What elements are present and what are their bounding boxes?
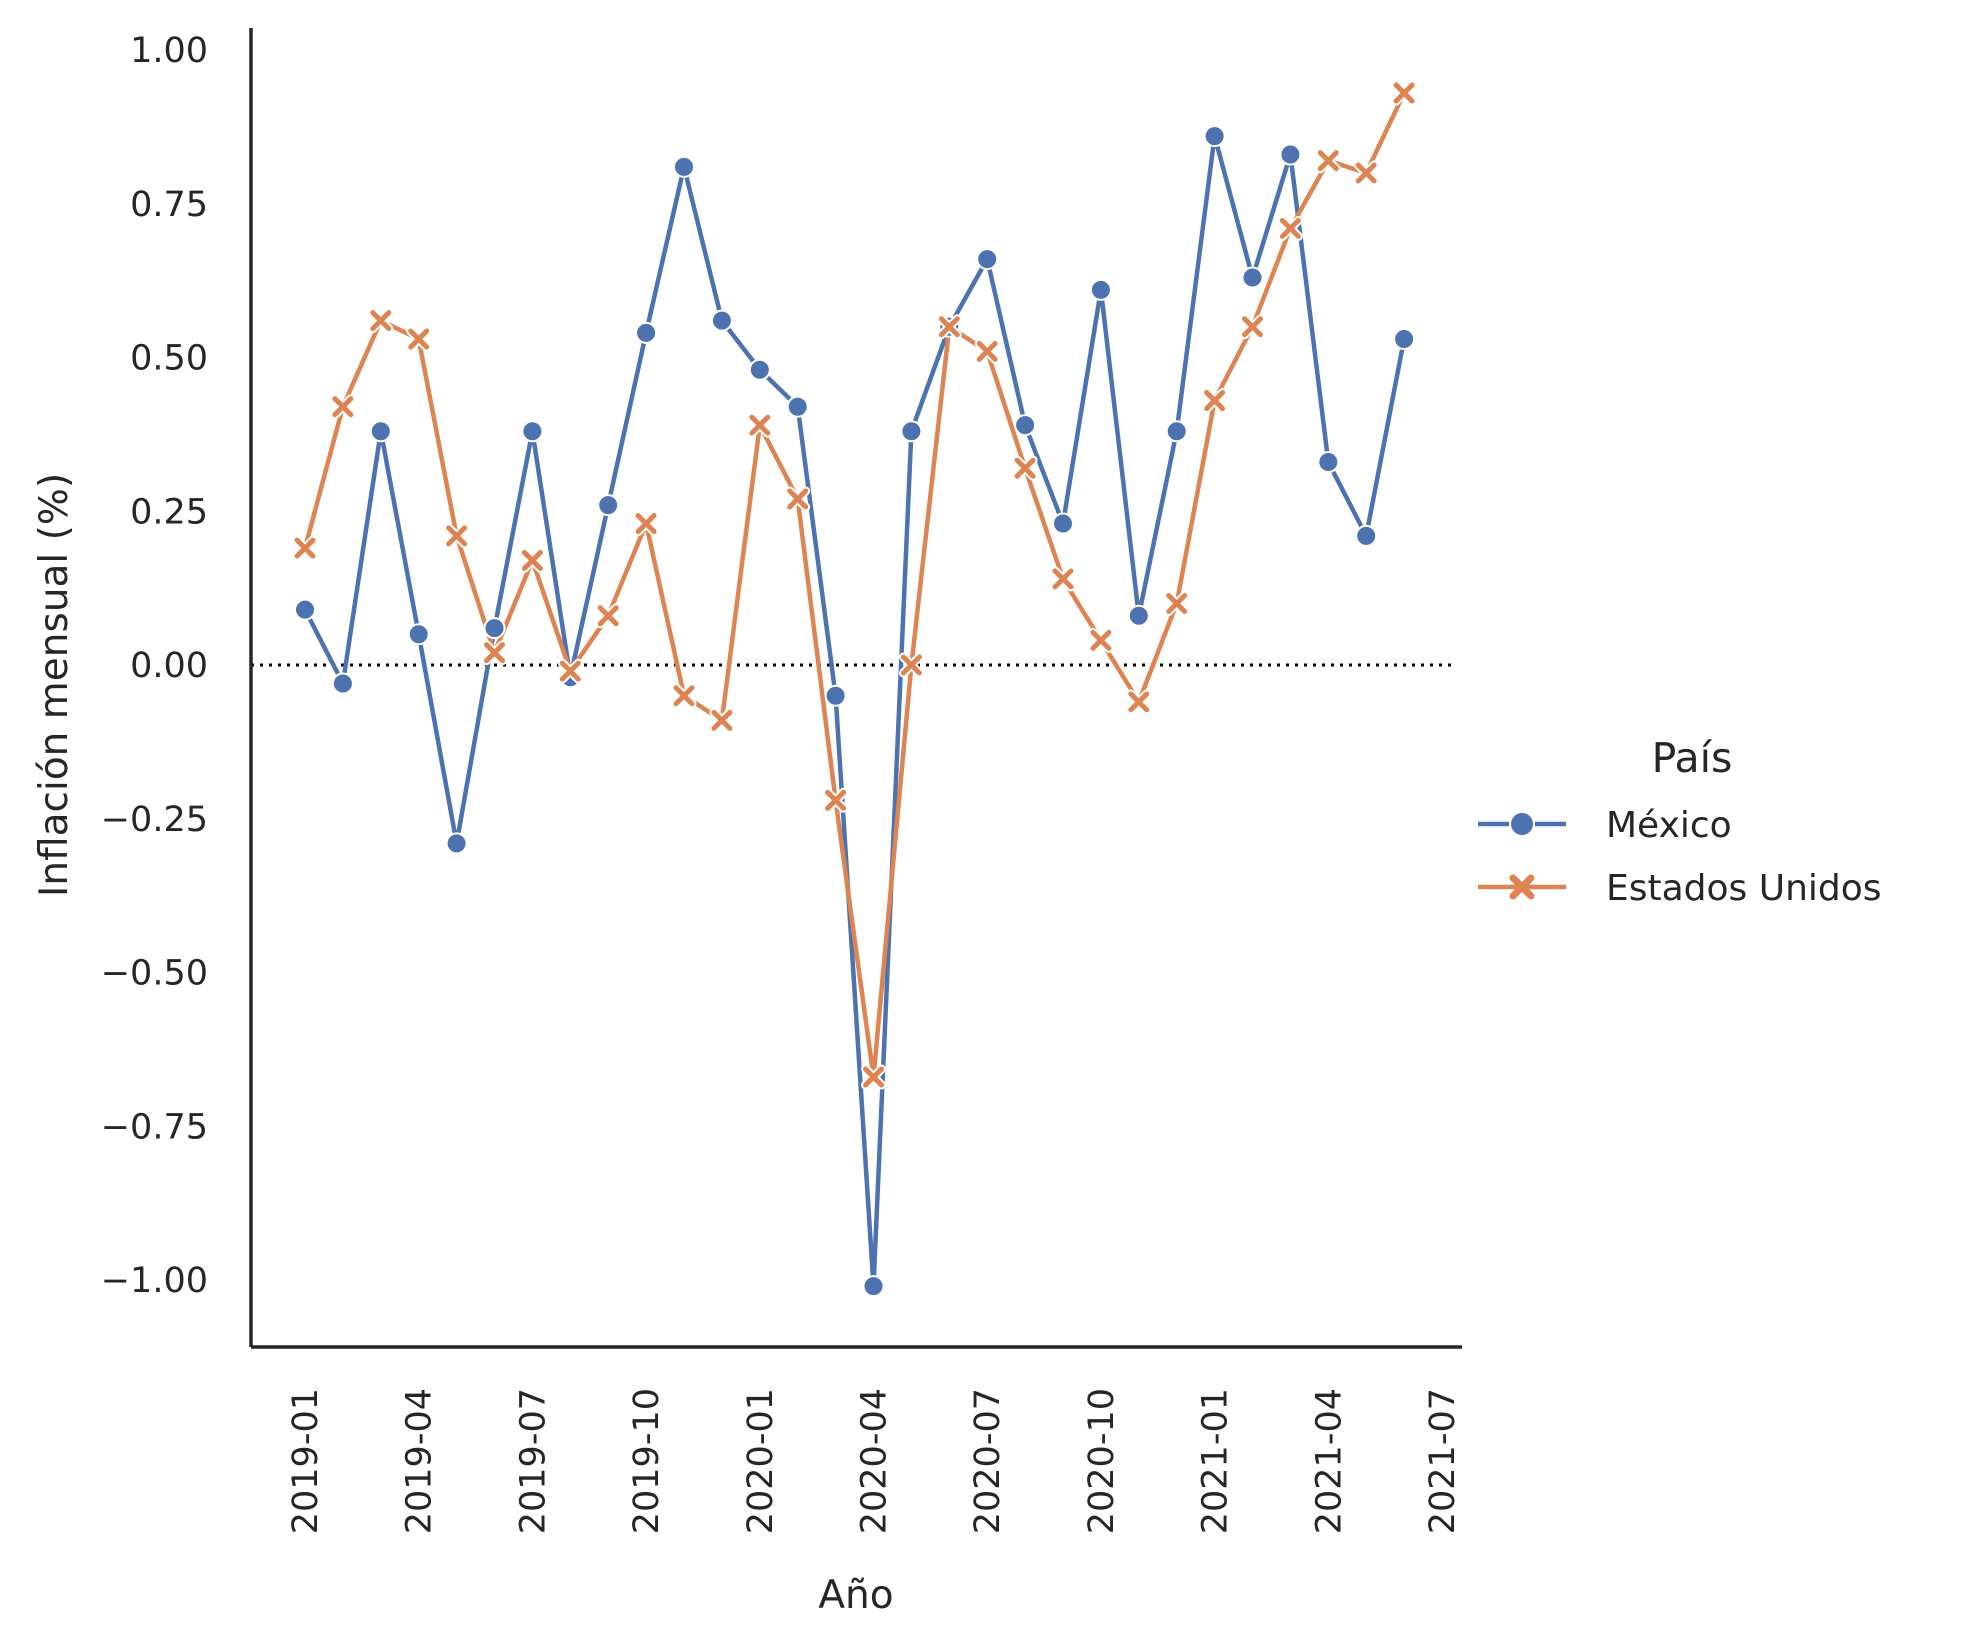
data-point-series-2 [1050,566,1076,592]
data-point-series-1 [1127,604,1150,627]
data-point-series-1 [1241,266,1264,289]
data-point-series-1 [710,309,733,332]
y-tick-label: 0.25 [130,492,208,532]
data-point-series-2 [595,603,621,629]
data-point-series-1 [369,420,392,443]
data-point-series-1 [900,420,923,443]
data-point-series-2 [747,412,773,438]
data-point-series-1 [1393,328,1416,351]
x-tick-labels: 2019-01 2019-04 2019-07 2019-10 2020-01 2020-… [286,1388,1463,1534]
data-point-series-2 [444,523,470,549]
data-point-series-2 [936,314,962,340]
data-point-series-2 [368,308,394,334]
y-tick-label: −0.50 [101,954,208,994]
data-point-series-1 [407,623,430,646]
data-point-series-1 [597,494,620,517]
plot-area [251,80,1455,1298]
y-tick-label: 0.75 [130,185,208,225]
data-point-series-2 [861,1064,886,1090]
data-point-series-1 [1052,512,1074,535]
data-point-series-2 [1277,215,1303,241]
data-point-series-1 [1203,125,1226,148]
data-point-series-2 [482,640,507,666]
legend-item-1: México [1478,805,1732,846]
data-point-series-1 [748,358,771,381]
legend-marker [1509,811,1535,837]
x-tick-label: 2020-10 [1082,1388,1122,1534]
data-point-series-1 [635,321,658,344]
data-point-series-2 [1088,627,1114,653]
data-point-series-1 [521,420,544,443]
series-line-2 [302,92,1407,1080]
data-point-series-2 [1202,388,1228,414]
data-point-series-1 [976,248,999,271]
data-point-series-2 [1315,148,1341,174]
data-point-series-1 [483,617,506,640]
data-point-series-1 [1089,278,1112,301]
data-point-series-1 [1165,420,1188,443]
data-point-series-1 [1355,524,1378,547]
y-tick-label: 0.50 [130,339,208,379]
legend-label: Estados Unidos [1606,868,1882,909]
series-line-1 [302,133,1407,1289]
data-point-series-2 [1353,160,1379,186]
x-tick-label: 2019-07 [513,1388,553,1534]
y-tick-label: −0.75 [101,1107,208,1147]
legend-title: País [1652,734,1733,782]
y-tick-label: 0.00 [130,646,208,686]
legend-label: México [1606,805,1732,846]
x-tick-label: 2021-04 [1309,1388,1349,1534]
data-point-series-1 [862,1275,885,1298]
data-point-series-2 [1126,689,1152,715]
data-point-series-1 [786,395,809,418]
data-point-series-2 [1240,314,1265,340]
data-point-series-2 [633,511,659,537]
legend: País México Estados Unidos [1478,734,1882,909]
x-tick-label: 2021-07 [1423,1388,1463,1534]
data-point-series-2 [709,707,735,733]
axes [249,28,1462,1349]
x-tick-label: 2020-04 [855,1388,895,1534]
legend-item-2: Estados Unidos [1478,868,1882,909]
data-point-series-2 [1391,80,1417,106]
legend-marker [1509,874,1535,900]
data-point-series-2 [785,486,811,512]
data-point-series-2 [1164,591,1190,616]
data-point-series-2 [406,326,432,352]
y-tick-label: −1.00 [101,1261,208,1301]
data-point-series-1 [1317,451,1340,474]
data-point-series-2 [292,535,318,561]
y-tick-label: −0.25 [101,800,208,840]
x-axis-label: Año [818,1573,893,1618]
y-tick-labels: 1.00 0.75 0.50 0.25 0.00 −0.25 −0.50 −0.75 −1.00 [101,31,208,1301]
x-tick-label: 2020-01 [741,1388,781,1534]
x-tick-label: 2020-07 [968,1388,1008,1534]
data-point-series-1 [294,598,316,621]
data-point-series-1 [824,684,847,707]
data-point-series-2 [1012,455,1038,481]
data-point-series-2 [557,658,583,684]
y-tick-label: 1.00 [130,31,208,71]
data-point-series-1 [673,155,695,178]
data-point-series-1 [1279,143,1302,166]
x-tick-label: 2021-01 [1196,1388,1236,1534]
data-point-series-2 [519,547,545,573]
data-point-series-1 [445,832,468,855]
data-point-series-2 [974,338,1000,364]
x-tick-label: 2019-04 [400,1388,440,1534]
y-axis-label: Inflación mensual (%) [32,473,77,897]
data-point-series-1 [331,672,354,695]
data-point-series-2 [823,787,849,813]
x-tick-label: 2019-01 [286,1388,326,1534]
data-point-series-2 [330,394,356,420]
data-point-series-2 [898,652,924,678]
x-tick-label: 2019-10 [627,1388,667,1534]
data-point-series-1 [1014,414,1037,437]
data-point-series-2 [671,683,697,709]
